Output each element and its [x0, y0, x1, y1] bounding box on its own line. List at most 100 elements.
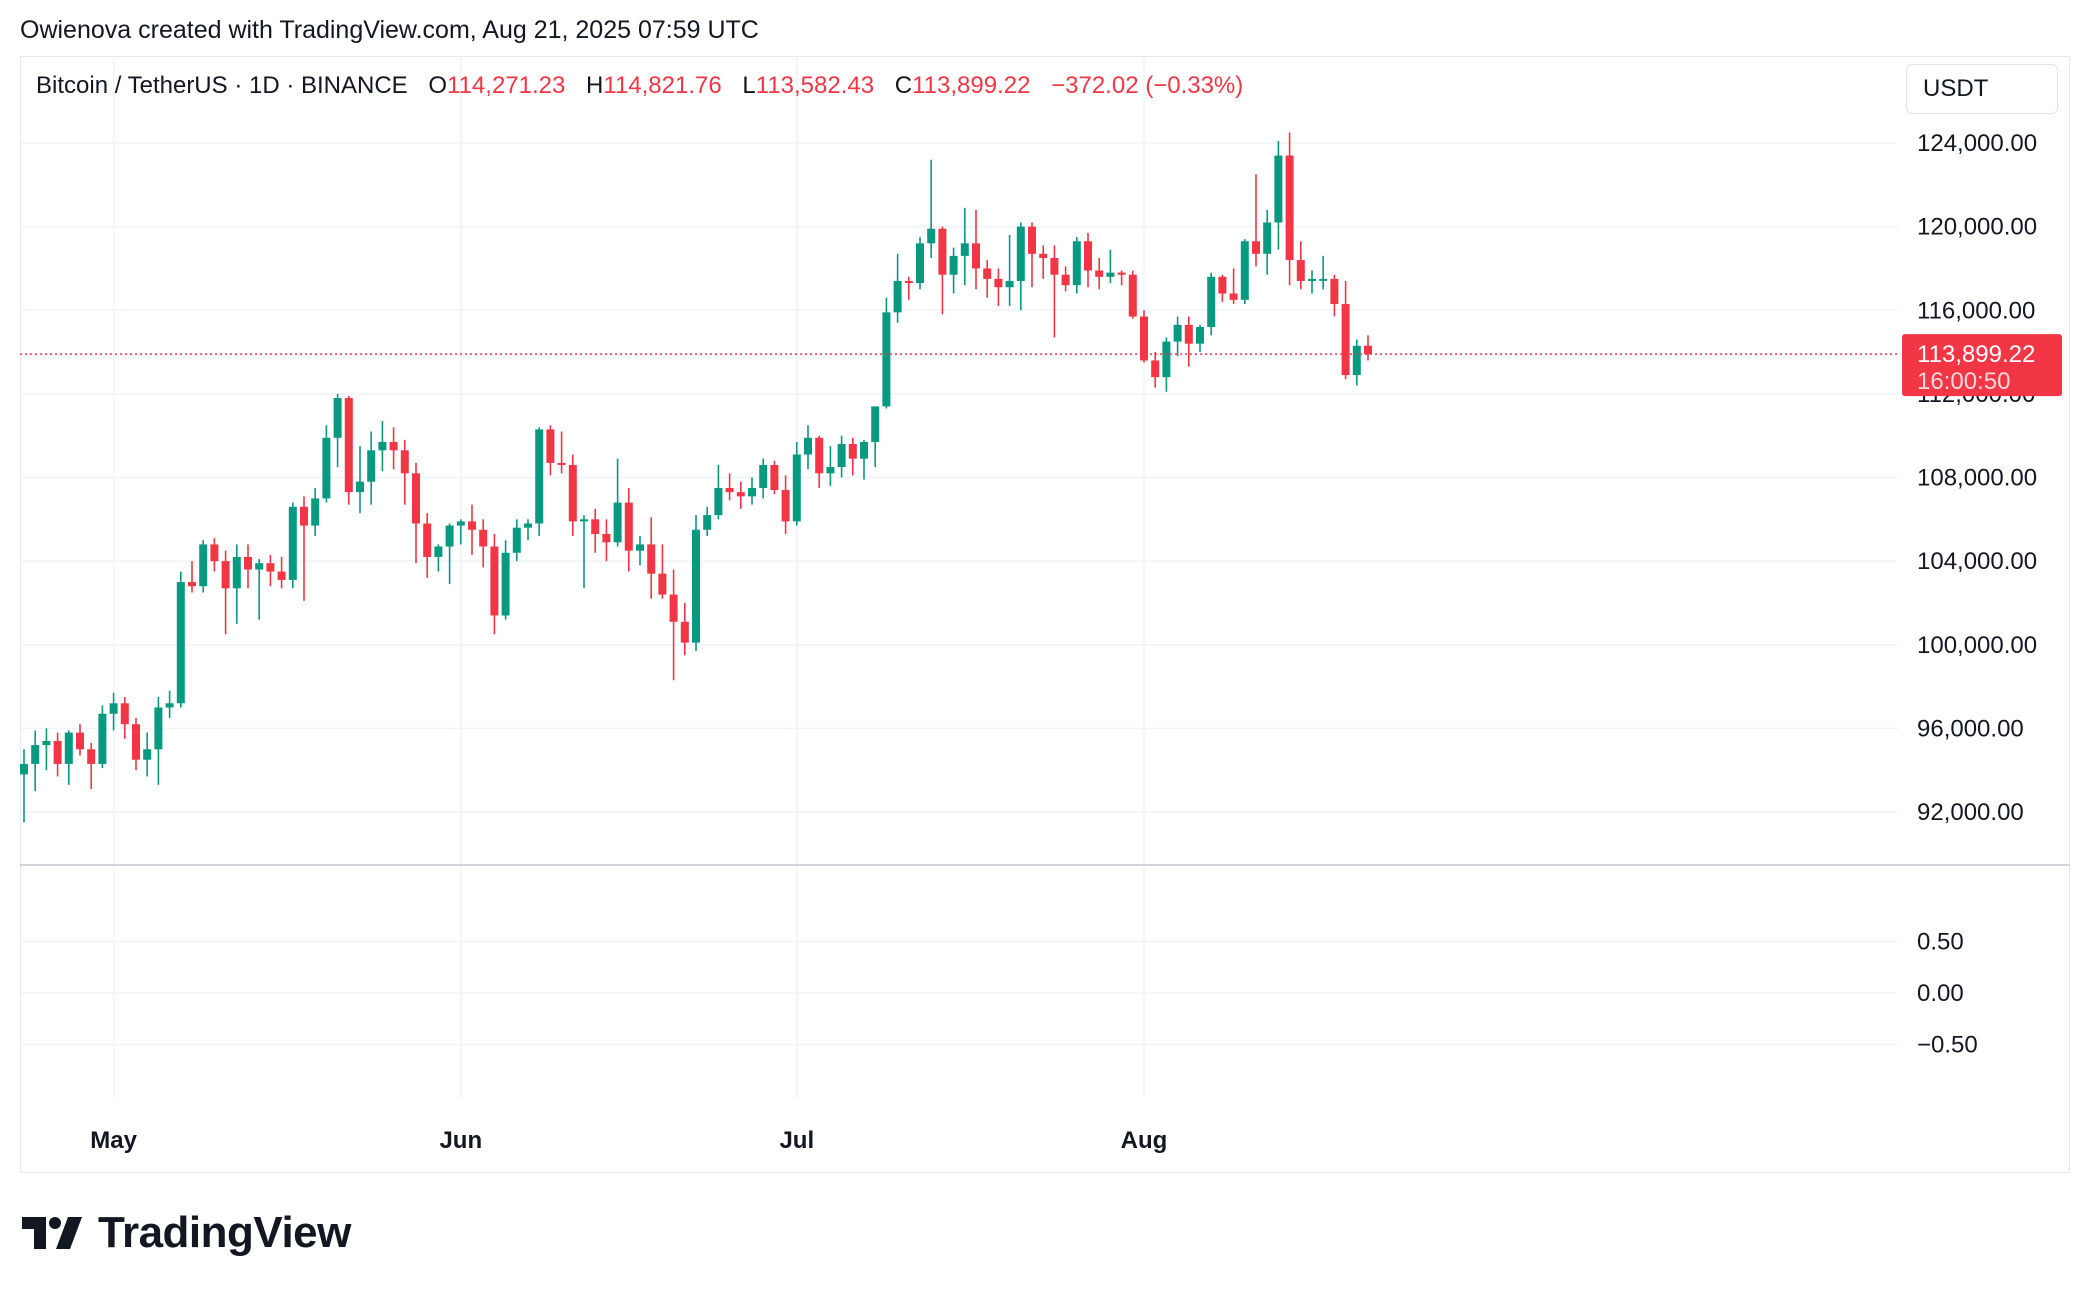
candle [1218, 274, 1227, 302]
candle [983, 260, 992, 298]
candle [669, 569, 678, 681]
candle [804, 425, 812, 470]
candle-body [210, 544, 219, 562]
candle [1296, 241, 1305, 290]
candle [680, 602, 689, 656]
candle [132, 717, 140, 771]
candle-body [120, 703, 129, 725]
candle-body [1028, 226, 1036, 254]
candle [333, 393, 342, 468]
indicator-tick-label: −0.50 [1917, 1032, 1978, 1059]
candle-body [490, 546, 499, 616]
candle [1341, 280, 1350, 380]
chart-attribution: Owienova created with TradingView.com, A… [20, 16, 759, 44]
candle-body [1364, 345, 1372, 355]
price-tag-countdown: 16:00:50 [1917, 368, 2010, 395]
candle-body [1072, 241, 1081, 286]
price-tick-label: 104,000.00 [1917, 548, 2037, 575]
candle [1162, 337, 1171, 392]
candle [557, 431, 566, 474]
candle [893, 253, 902, 323]
candle [31, 730, 40, 792]
candle-body [904, 280, 913, 284]
candle [792, 441, 801, 526]
candle [479, 519, 488, 568]
candle-body [871, 406, 880, 442]
price-axis[interactable]: 124,000.00 120,000.00 116,000.00 108,000.00… [1917, 130, 2037, 826]
legend-symbol[interactable]: Bitcoin / TetherUS · 1D · BINANCE [36, 72, 408, 99]
candle [1274, 140, 1283, 250]
candle-body [1308, 278, 1316, 281]
candle-body [53, 740, 62, 764]
candle [501, 540, 510, 620]
candle [916, 237, 924, 290]
candle [1196, 324, 1204, 353]
candle-body [501, 552, 510, 616]
candle [154, 697, 163, 785]
candle [1285, 132, 1294, 286]
candle-body [423, 523, 432, 557]
candle-body [636, 544, 644, 551]
candle [1364, 335, 1372, 361]
candle-body [1005, 280, 1014, 288]
candle-body [412, 473, 420, 524]
candle [938, 226, 947, 315]
candle [468, 504, 476, 555]
candle [927, 159, 936, 258]
candle-body [199, 544, 208, 587]
candle-body [736, 492, 745, 497]
candle-body [680, 621, 689, 643]
price-tag-background [1902, 334, 2062, 397]
candle [512, 519, 521, 562]
candle [871, 406, 880, 468]
candle-body [288, 506, 297, 580]
candle [624, 487, 633, 572]
candle [120, 697, 129, 739]
time-tick-label: Aug [1121, 1127, 1168, 1154]
candle-body [1218, 276, 1227, 294]
candle-body [232, 556, 241, 589]
candle-body [344, 398, 353, 493]
candle [277, 556, 286, 589]
candle [882, 297, 891, 409]
candle-body [960, 243, 969, 256]
candle [20, 749, 28, 823]
legend-high-value: 114,821.76 [603, 72, 722, 99]
candle-body [725, 487, 734, 493]
candle-body [1263, 222, 1272, 254]
candle-body [244, 556, 252, 570]
candle-body [1207, 276, 1216, 327]
candle-body [972, 243, 980, 269]
candle-body [1140, 316, 1148, 361]
candle-body [389, 441, 398, 451]
candle [76, 724, 84, 756]
candle [1319, 255, 1328, 290]
candle [647, 517, 656, 599]
candle-body [176, 582, 185, 704]
price-tick-label: 108,000.00 [1917, 465, 2037, 492]
candle-body [1162, 341, 1171, 378]
price-tag-value: 113,899.22 [1917, 341, 2035, 368]
currency-unit-button[interactable]: USDT [1906, 64, 2058, 114]
candle-body [76, 732, 84, 750]
candle-body [580, 519, 588, 522]
candle-body [333, 398, 342, 438]
tradingview-wordmark: TradingView [98, 1208, 351, 1257]
candle [1140, 310, 1148, 363]
candle [1207, 272, 1216, 336]
candle [423, 513, 432, 578]
candle-body [703, 515, 712, 530]
candle [1106, 249, 1115, 284]
candle-body [479, 529, 488, 547]
candle [1061, 266, 1070, 292]
candle [692, 515, 700, 652]
candle-body [322, 437, 331, 499]
candle-body [445, 525, 454, 547]
candle-body [64, 732, 73, 764]
time-tick-label: Jul [779, 1127, 814, 1154]
time-axis[interactable]: May Jun Jul Aug [90, 1127, 1167, 1154]
candle-body [1319, 278, 1328, 281]
candle [378, 421, 387, 472]
candle-body [143, 749, 152, 760]
